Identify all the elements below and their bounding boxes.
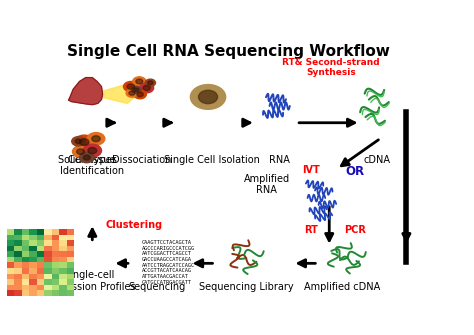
Circle shape (137, 92, 143, 97)
Circle shape (145, 79, 155, 86)
Text: IVT: IVT (302, 165, 320, 176)
Circle shape (75, 139, 82, 143)
Text: Dissociation: Dissociation (112, 155, 172, 165)
Text: Clustering: Clustering (106, 220, 163, 229)
Text: Single Cell RNA Sequencing Workflow: Single Cell RNA Sequencing Workflow (66, 44, 390, 59)
Circle shape (133, 77, 146, 86)
Circle shape (148, 81, 153, 85)
Text: RT: RT (304, 225, 318, 235)
Text: RNA: RNA (269, 155, 290, 165)
Text: GACCUAAGCCATCAGA: GACCUAAGCCATCAGA (142, 257, 192, 262)
Circle shape (126, 89, 138, 97)
Text: CAAGTTCCTACAGCTA: CAAGTTCCTACAGCTA (142, 240, 192, 245)
Circle shape (73, 146, 89, 157)
Text: Solid Tissue: Solid Tissue (58, 155, 116, 165)
Circle shape (134, 90, 146, 99)
Text: Sequencing: Sequencing (128, 282, 185, 292)
Circle shape (80, 139, 89, 145)
Text: AGCCCARIGCCCATCGG: AGCCCARIGCCCATCGG (142, 246, 195, 251)
Text: PCR: PCR (344, 225, 366, 235)
Circle shape (134, 88, 139, 91)
Text: ATTGATAACGACCAT: ATTGATAACGACCAT (142, 274, 189, 279)
Circle shape (124, 81, 138, 92)
Text: AATCCTRAGCATCCAGC: AATCCTRAGCATCCAGC (142, 263, 195, 268)
Text: AATCGGACTTCAGCCT: AATCGGACTTCAGCCT (142, 252, 192, 257)
Circle shape (143, 85, 150, 90)
Text: ACCGTTACATCAACAG: ACCGTTACATCAACAG (142, 268, 192, 273)
Text: Sequencing Library: Sequencing Library (199, 282, 294, 292)
Text: OR: OR (346, 165, 365, 178)
Circle shape (72, 137, 85, 146)
Text: Cell Types
Identification: Cell Types Identification (60, 154, 124, 176)
Circle shape (191, 84, 226, 109)
Circle shape (199, 90, 218, 104)
Circle shape (80, 152, 94, 163)
Polygon shape (100, 84, 138, 104)
Circle shape (129, 91, 135, 95)
Circle shape (74, 135, 94, 149)
Circle shape (140, 83, 154, 93)
Circle shape (88, 147, 97, 154)
Text: Single Cell Isolation: Single Cell Isolation (164, 155, 260, 165)
Circle shape (127, 84, 135, 89)
Circle shape (92, 136, 100, 142)
Text: CATGCCATRGACGATT: CATGCCATRGACGATT (142, 280, 192, 285)
Circle shape (77, 149, 84, 154)
Circle shape (87, 133, 105, 145)
Text: Single-cell
Expression Profiles: Single-cell Expression Profiles (44, 270, 136, 292)
Circle shape (83, 155, 91, 160)
Circle shape (83, 144, 101, 157)
Text: Amplified cDNA: Amplified cDNA (304, 282, 380, 292)
Text: RT& Second-strand
Synthesis: RT& Second-strand Synthesis (283, 58, 380, 77)
Circle shape (136, 79, 143, 84)
Text: Amplified
RNA: Amplified RNA (244, 174, 290, 195)
Polygon shape (68, 78, 102, 105)
Circle shape (132, 86, 141, 93)
Text: cDNA: cDNA (364, 155, 391, 165)
